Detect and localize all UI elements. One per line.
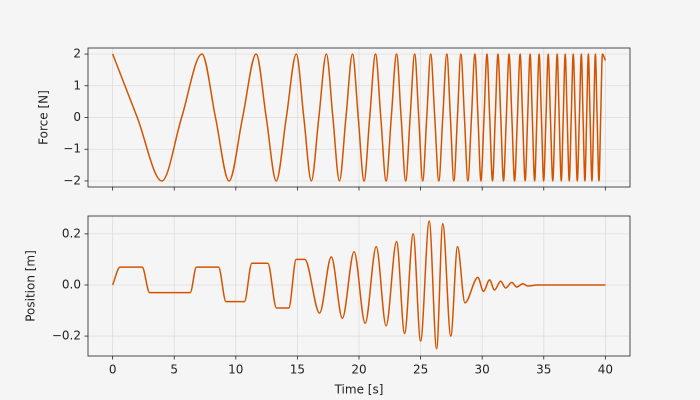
y-axis-label: Position [m]: [24, 250, 38, 322]
x-tick-label: 40: [598, 363, 613, 377]
y-tick-label: −1: [63, 142, 81, 156]
x-tick-label: 35: [536, 363, 551, 377]
axes-frame: [87, 215, 631, 357]
x-tick-label: 30: [475, 363, 490, 377]
y-tick-label: −2: [63, 173, 81, 187]
data-line: [111, 220, 606, 350]
x-tick-label: 0: [109, 363, 117, 377]
x-tick-label: 15: [290, 363, 305, 377]
x-axis-label: Time [s]: [334, 383, 384, 397]
y-tick-label: −0.2: [52, 329, 81, 343]
x-tick-label: 20: [351, 363, 366, 377]
y-tick-label: 0: [73, 110, 81, 124]
x-tick-label: 5: [170, 363, 178, 377]
y-tick-label: 2: [73, 47, 81, 61]
y-tick-label: 0.2: [62, 226, 81, 240]
y-axis-label: Force [N]: [37, 90, 51, 145]
y-tick-label: 1: [73, 78, 81, 92]
data-line: [111, 53, 607, 182]
axes-frame: [87, 47, 631, 188]
x-tick-label: 25: [413, 363, 428, 377]
x-tick-label: 10: [228, 363, 243, 377]
y-tick-label: 0.0: [62, 277, 81, 291]
